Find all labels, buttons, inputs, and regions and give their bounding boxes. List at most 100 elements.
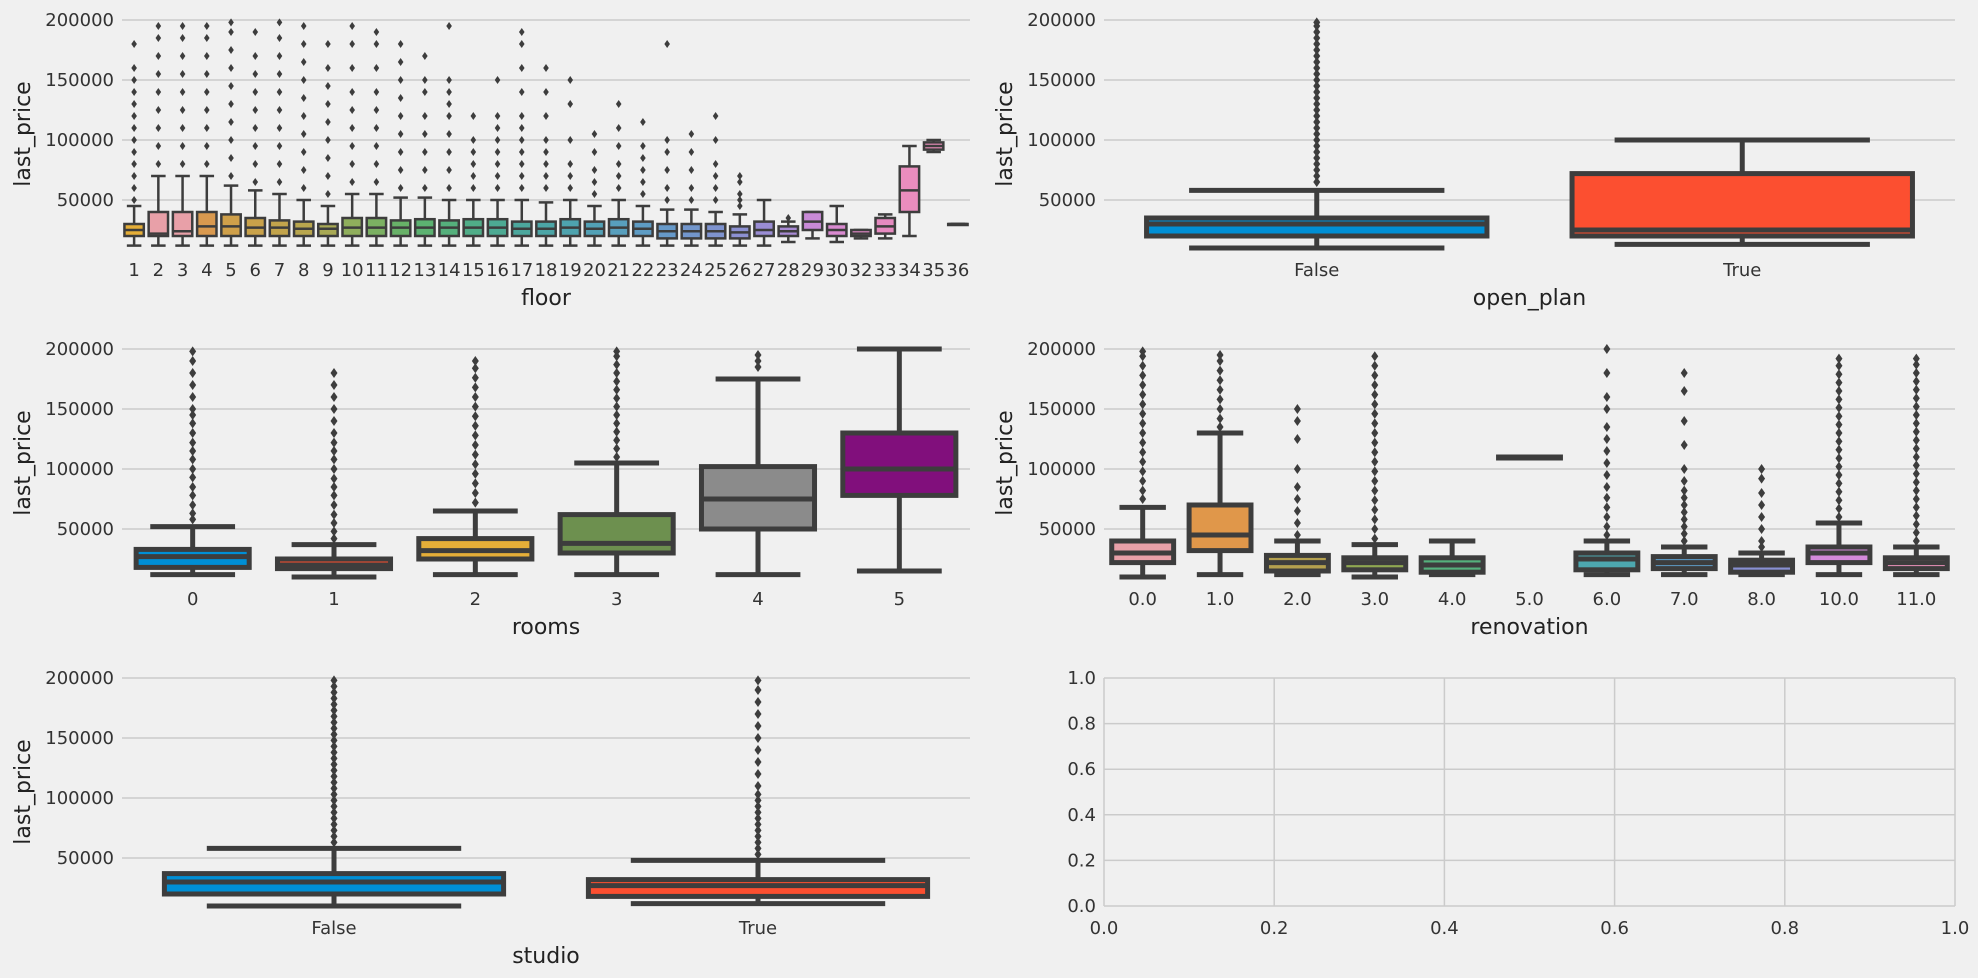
outlier-point — [276, 106, 283, 114]
box-28 — [777, 214, 800, 244]
box-body — [1186, 502, 1254, 554]
outlier-point — [1603, 344, 1611, 354]
outlier-point — [1293, 506, 1301, 516]
outlier-point — [330, 831, 338, 842]
outlier-point — [330, 533, 338, 544]
outlier-point — [1371, 389, 1379, 400]
box-body — [195, 210, 218, 238]
box-21 — [607, 100, 630, 247]
outlier-point — [228, 154, 234, 162]
x-tick-label: 4 — [752, 589, 763, 610]
x-tick-label: 29 — [801, 260, 824, 281]
outlier-point — [189, 508, 197, 519]
outlier-point — [1139, 466, 1147, 477]
outlier-point — [754, 721, 762, 731]
outlier-point — [1293, 530, 1301, 540]
outlier-point — [300, 40, 307, 48]
x-tick-label: 24 — [680, 260, 703, 281]
y-tick-label: 100000 — [45, 788, 114, 809]
outlier-point — [131, 100, 137, 108]
x-tick-label: False — [1294, 260, 1339, 281]
outlier-point — [1313, 63, 1321, 73]
outlier-point — [1313, 57, 1321, 67]
outlier-point — [1912, 527, 1920, 538]
outlier-point — [1680, 500, 1688, 510]
x-tick-label: 5.0 — [1515, 589, 1544, 610]
outlier-point — [252, 70, 259, 78]
outlier-point — [330, 795, 338, 806]
outlier-point — [737, 172, 743, 180]
outlier-point — [1313, 177, 1321, 187]
outlier-point — [189, 346, 197, 357]
outlier-point — [330, 454, 338, 465]
outlier-point — [1835, 419, 1843, 430]
outlier-point — [155, 52, 162, 60]
outlier-point — [1680, 440, 1688, 450]
x-tick-label: 0 — [187, 589, 198, 610]
box-body — [1569, 171, 1915, 239]
outlier-point — [330, 783, 338, 794]
outlier-point — [1371, 428, 1379, 438]
outlier-point — [1758, 500, 1766, 510]
x-tick-label: 4.0 — [1438, 589, 1467, 610]
box-5 — [840, 346, 959, 574]
box-4 — [698, 350, 818, 578]
outlier-point — [373, 88, 380, 96]
x-tick-label: 0.6 — [1600, 918, 1629, 939]
outlier-point — [189, 368, 197, 378]
outlier-point — [325, 82, 331, 90]
outlier-point — [330, 675, 338, 686]
outlier-point — [471, 440, 479, 450]
outlier-point — [1603, 492, 1611, 503]
outlier-point — [1313, 51, 1321, 61]
x-tick-label: 0.4 — [1430, 918, 1459, 939]
outlier-point — [330, 518, 338, 528]
box-5.0 — [1496, 454, 1563, 461]
x-tick-label: 12 — [389, 260, 412, 281]
outlier-point — [373, 64, 380, 72]
outlier-point — [1912, 477, 1920, 488]
outlier-point — [1835, 411, 1843, 422]
x-tick-label: False — [311, 918, 356, 939]
outlier-point — [518, 124, 525, 132]
outlier-point — [471, 363, 479, 374]
outlier-point — [1912, 410, 1920, 420]
outlier-point — [1216, 356, 1224, 366]
outlier-point — [300, 130, 307, 138]
outlier-point — [1139, 399, 1147, 410]
x-tick-label: 10 — [341, 260, 364, 281]
outlier-point — [1912, 353, 1920, 364]
subplot-4: 50000 100000 150000 200000 renovation last_pr… — [993, 339, 1955, 640]
x-tick-label: 1 — [328, 589, 339, 610]
outlier-point — [446, 112, 452, 120]
outlier-point — [1603, 482, 1611, 492]
y-tick-label: 100000 — [1027, 459, 1096, 480]
outlier-point — [1293, 518, 1301, 528]
outlier-point — [446, 22, 452, 30]
outlier-point — [1758, 512, 1766, 522]
outlier-point — [1313, 33, 1321, 43]
outlier-point — [179, 88, 186, 96]
outlier-point — [640, 118, 646, 126]
x-tick-label: 13 — [413, 260, 436, 281]
box-2 — [147, 22, 170, 247]
outlier-point — [1835, 444, 1843, 455]
outlier-point — [1680, 368, 1688, 378]
outlier-point — [1912, 485, 1920, 496]
outlier-point — [471, 497, 479, 508]
box-25 — [704, 112, 727, 247]
outlier-point — [276, 124, 283, 132]
outlier-point — [1371, 476, 1379, 486]
outlier-point — [567, 172, 574, 180]
x-tick-label: 7 — [274, 260, 285, 281]
outlier-point — [471, 478, 479, 489]
y-tick-label: 0.4 — [1067, 805, 1096, 826]
outlier-point — [1912, 452, 1920, 462]
outlier-point — [1313, 171, 1321, 181]
outlier-point — [1313, 117, 1321, 127]
outlier-point — [330, 729, 338, 740]
outlier-point — [1912, 384, 1920, 395]
outlier-point — [330, 741, 338, 752]
x-tick-label: 3.0 — [1360, 589, 1389, 610]
